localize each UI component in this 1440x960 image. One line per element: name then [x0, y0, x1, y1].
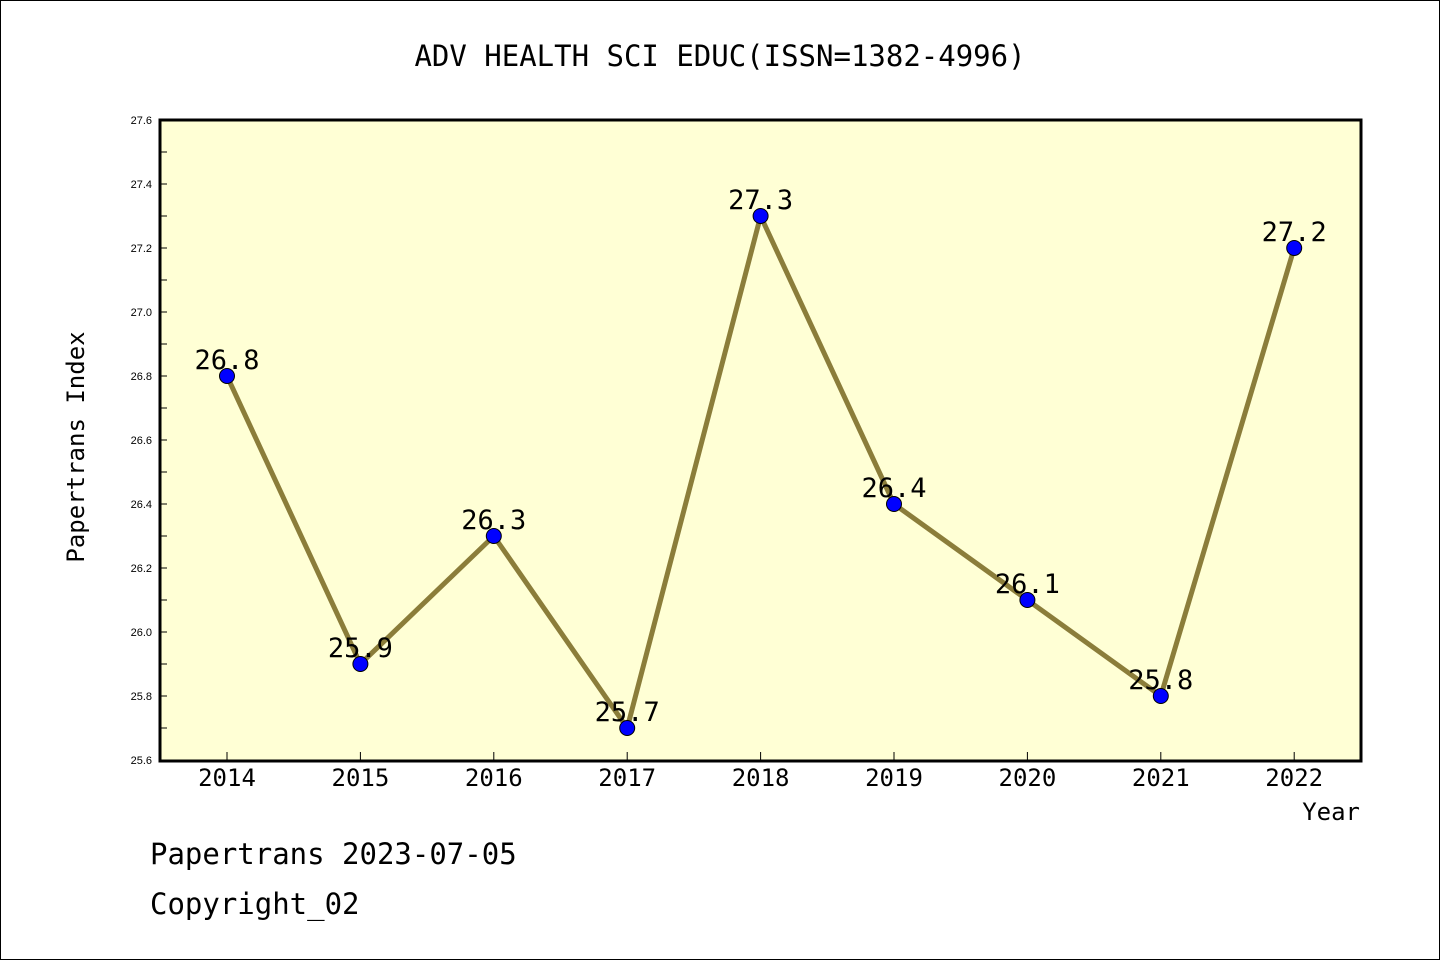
y-tick-label: 27.4: [131, 179, 152, 191]
y-tick-label: 26.8: [131, 371, 152, 383]
x-tick-label: 2022: [1265, 764, 1323, 792]
x-tick-label: 2020: [999, 764, 1057, 792]
y-tick-label: 26.0: [131, 627, 152, 639]
data-point-marker: [1152, 688, 1169, 704]
plot-area: [158, 118, 1363, 763]
x-tick-label: 2015: [332, 764, 390, 792]
data-label: 26.4: [861, 473, 926, 504]
data-point-marker: [886, 496, 902, 512]
x-tick-label: 2018: [732, 764, 790, 792]
y-tick-label: 27.6: [131, 115, 152, 127]
footer-date: Papertrans 2023-07-05: [150, 837, 517, 871]
data-point-marker: [619, 720, 636, 736]
x-axis: 2014 2015 2016 2017 2018 2019 2020 2021 2022: [198, 752, 1323, 792]
data-label: 25.9: [328, 633, 393, 664]
y-tick-label: 27.2: [131, 243, 152, 255]
data-point-marker: [1286, 240, 1303, 256]
x-axis-label: Year: [1302, 798, 1360, 826]
data-point-marker: [752, 208, 769, 224]
y-tick-label: 25.8: [131, 691, 152, 703]
series-markers: [219, 208, 1303, 736]
data-label: 26.8: [194, 345, 259, 376]
data-point-marker: [485, 528, 502, 544]
y-tick-label: 26.6: [131, 435, 152, 447]
footer-copyright: Copyright_02: [150, 887, 360, 922]
y-tick-label: 26.4: [131, 499, 152, 511]
data-labels: 26.8 25.9 26.3 25.7 27.3 26.4 26.1 25.8 27.2: [194, 185, 1326, 728]
y-tick-label: 26.2: [131, 563, 152, 575]
x-tick-label: 2014: [198, 764, 256, 792]
data-point-marker: [219, 368, 235, 384]
y-axis: 25.6 25.8 26.0 26.2 26.4 26.6 26.8 27.0 27.2 27.4…: [131, 115, 167, 767]
x-tick-label: 2019: [865, 764, 923, 792]
data-label: 27.3: [728, 185, 793, 216]
y-tick-label: 27.0: [131, 307, 152, 319]
y-axis-label: Papertrans Index: [62, 331, 90, 562]
data-label: 26.3: [461, 505, 526, 536]
data-label: 27.2: [1262, 217, 1327, 248]
y-tick-label: 25.6: [131, 755, 152, 767]
x-tick-label: 2016: [465, 764, 523, 792]
chart-title: ADV HEALTH SCI EDUC(ISSN=1382-4996): [414, 39, 1025, 73]
data-label: 25.7: [595, 697, 660, 728]
data-point-marker: [1019, 592, 1036, 608]
data-label: 26.1: [995, 569, 1060, 600]
data-label: 25.8: [1128, 665, 1193, 696]
x-tick-label: 2017: [598, 764, 656, 792]
x-tick-label: 2021: [1132, 764, 1190, 792]
data-point-marker: [352, 656, 369, 672]
